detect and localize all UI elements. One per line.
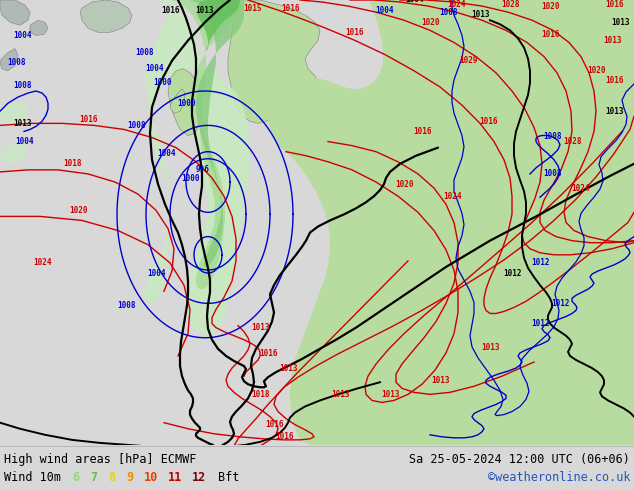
Text: 1004: 1004: [13, 31, 31, 40]
Text: 1024: 1024: [571, 184, 589, 193]
Text: 1015: 1015: [243, 3, 261, 13]
Text: 1013: 1013: [13, 119, 31, 128]
Text: 1008: 1008: [439, 8, 457, 17]
Text: 1028: 1028: [563, 137, 581, 146]
Text: 1000: 1000: [177, 98, 195, 108]
Text: 1020: 1020: [68, 206, 87, 215]
Text: 1004: 1004: [146, 64, 164, 74]
Text: 1013: 1013: [481, 343, 499, 352]
Text: 1004: 1004: [406, 0, 424, 4]
Text: 1008: 1008: [118, 301, 136, 310]
Text: 1018: 1018: [251, 390, 269, 399]
Text: 1000: 1000: [181, 174, 199, 183]
Polygon shape: [170, 89, 185, 113]
Text: 1012: 1012: [551, 299, 569, 308]
Text: 1013: 1013: [611, 18, 630, 27]
Polygon shape: [0, 49, 18, 71]
Text: 1016: 1016: [479, 117, 497, 126]
Text: 1016: 1016: [275, 432, 294, 441]
Polygon shape: [228, 0, 320, 123]
Text: 1008: 1008: [127, 121, 146, 130]
Text: 1016: 1016: [541, 30, 559, 39]
Text: 1020: 1020: [421, 18, 439, 27]
Text: 9: 9: [126, 471, 133, 484]
Text: 1016: 1016: [281, 3, 299, 13]
Text: 1020: 1020: [395, 179, 413, 189]
Text: 1004: 1004: [375, 5, 393, 15]
Text: 1020: 1020: [586, 66, 605, 75]
Text: 1013: 1013: [381, 390, 399, 399]
Text: 1016: 1016: [259, 349, 277, 358]
Text: 12: 12: [192, 471, 206, 484]
Text: 1016: 1016: [413, 127, 431, 136]
Text: 1013: 1013: [605, 107, 623, 116]
Text: 1016: 1016: [79, 115, 97, 124]
Polygon shape: [190, 0, 244, 267]
Polygon shape: [0, 140, 28, 164]
Text: 1004: 1004: [157, 149, 175, 158]
Text: 1013: 1013: [603, 36, 621, 45]
Text: 1000: 1000: [154, 78, 172, 87]
Text: 1016: 1016: [265, 420, 283, 429]
Text: 1008: 1008: [543, 170, 561, 178]
Polygon shape: [268, 0, 634, 445]
Polygon shape: [197, 0, 240, 50]
Text: 1029: 1029: [459, 56, 477, 65]
Polygon shape: [168, 69, 202, 136]
Text: 7: 7: [90, 471, 97, 484]
Text: 1013: 1013: [430, 376, 450, 385]
Text: 1016: 1016: [161, 5, 179, 15]
Text: 1008: 1008: [7, 58, 25, 67]
Polygon shape: [80, 0, 132, 32]
Text: 1018: 1018: [63, 159, 81, 168]
Polygon shape: [170, 0, 245, 289]
Text: 1008: 1008: [13, 81, 31, 91]
Polygon shape: [0, 0, 30, 25]
Text: 1020: 1020: [541, 1, 559, 11]
Text: Bft: Bft: [218, 471, 240, 484]
Text: 6: 6: [72, 471, 79, 484]
Text: 1016: 1016: [605, 76, 623, 85]
Text: 1013: 1013: [279, 364, 297, 372]
Text: 11: 11: [168, 471, 182, 484]
Text: 1004: 1004: [146, 269, 165, 277]
Text: 1013: 1013: [331, 390, 349, 399]
Text: ©weatheronline.co.uk: ©weatheronline.co.uk: [488, 471, 630, 484]
Text: 1008: 1008: [543, 132, 561, 141]
Text: 996: 996: [196, 166, 210, 174]
Polygon shape: [30, 20, 48, 35]
Text: 1016: 1016: [605, 0, 623, 8]
Text: 10: 10: [144, 471, 158, 484]
Text: 1024: 1024: [447, 0, 465, 8]
Text: 1024: 1024: [33, 258, 51, 268]
Text: 1013: 1013: [251, 323, 269, 332]
Text: 1004: 1004: [15, 137, 33, 146]
Text: High wind areas [hPa] ECMWF: High wind areas [hPa] ECMWF: [4, 453, 197, 466]
Polygon shape: [0, 101, 28, 125]
Polygon shape: [144, 0, 250, 334]
Text: 1008: 1008: [136, 48, 154, 57]
Text: 1028: 1028: [501, 0, 519, 8]
Text: 1016: 1016: [346, 28, 365, 37]
Text: Sa 25-05-2024 12:00 UTC (06+06): Sa 25-05-2024 12:00 UTC (06+06): [409, 453, 630, 466]
Text: 8: 8: [108, 471, 115, 484]
Text: 1012: 1012: [531, 319, 549, 328]
Text: 1012: 1012: [503, 269, 521, 277]
Text: 1024: 1024: [443, 192, 462, 201]
Text: Wind 10m: Wind 10m: [4, 471, 61, 484]
Text: 1013: 1013: [196, 5, 214, 15]
Text: 1012: 1012: [531, 258, 549, 268]
Text: 1013: 1013: [471, 10, 489, 19]
